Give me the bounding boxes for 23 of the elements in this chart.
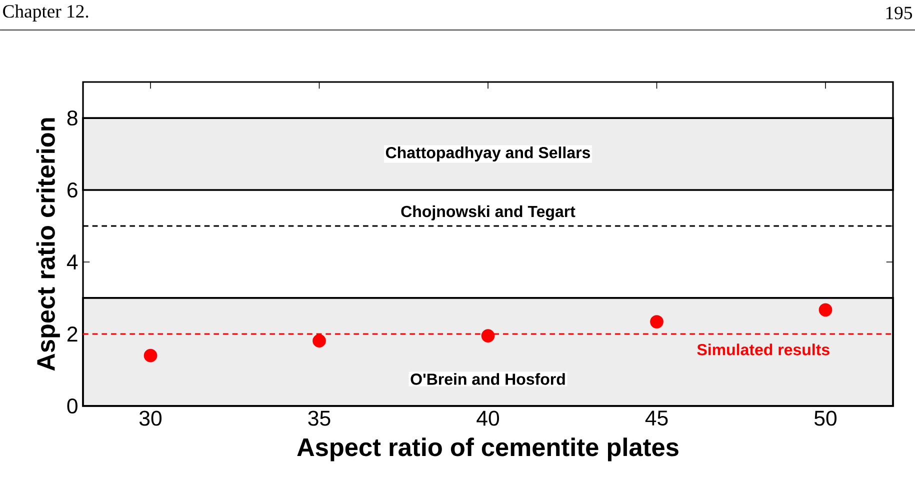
- y-tick-label: 0: [67, 398, 78, 414]
- x-tick-label: 35: [308, 410, 330, 426]
- x-axis-title: Aspect ratio of cementite plates: [297, 438, 678, 462]
- x-tick-label: 50: [814, 410, 837, 426]
- x-tick-label: 40: [476, 410, 500, 426]
- y-tick-label: 4: [66, 254, 78, 270]
- point: [650, 315, 664, 328]
- point: [312, 334, 326, 348]
- text: Chapter 12.: [3, 4, 88, 22]
- band-label: O'Brein and Hosford: [410, 373, 565, 385]
- point: [481, 329, 495, 342]
- point: [144, 348, 158, 362]
- text: 195: [886, 6, 912, 20]
- point: [818, 303, 832, 317]
- band-label: Chattopadhyay and Sellars: [386, 146, 590, 162]
- y-axis-title: Aspect ratio criterion: [36, 118, 60, 371]
- ref-line-label: Simulated results: [697, 344, 830, 356]
- y-tick-label: 2: [68, 326, 78, 342]
- x-tick-label: 30: [139, 410, 162, 426]
- x-tick-label: 45: [645, 410, 668, 426]
- y-tick-label: 8: [67, 110, 78, 126]
- y-tick-label: 6: [68, 182, 78, 198]
- ref-line-label: Chojnowski and Tegart: [401, 205, 576, 220]
